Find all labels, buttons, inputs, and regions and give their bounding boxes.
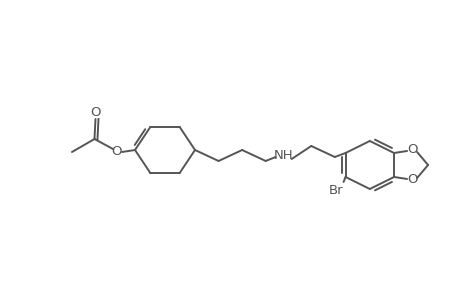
Text: O: O [406, 143, 416, 157]
Text: Br: Br [328, 184, 342, 197]
Text: O: O [112, 145, 122, 158]
Text: O: O [406, 173, 416, 187]
Text: O: O [90, 106, 101, 118]
Text: NH: NH [273, 149, 293, 163]
